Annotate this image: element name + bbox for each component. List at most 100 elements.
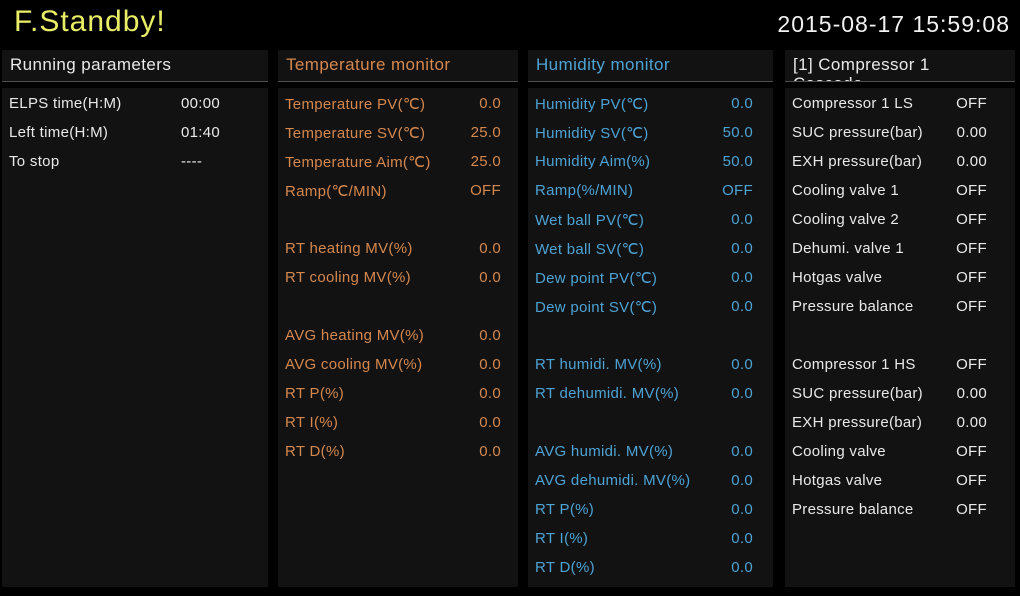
row-value: 0.0 (731, 385, 753, 402)
param-row: RT heating MV(%) 0.0 (278, 234, 518, 263)
param-row: EXH pressure(bar) 0.00 (785, 147, 1015, 176)
param-row: RT P(%) 0.0 (528, 495, 773, 524)
row-label: Hotgas valve (792, 269, 883, 286)
row-label: RT cooling MV(%) (285, 269, 411, 286)
row-label: RT P(%) (535, 501, 595, 518)
row-value: 0.0 (731, 211, 753, 228)
param-row: To stop ---- (2, 147, 268, 176)
spacer-row (528, 321, 773, 350)
row-value: 0.0 (731, 530, 753, 547)
row-value: 0.0 (731, 95, 753, 112)
row-value: 0.0 (731, 269, 753, 286)
row-label: ELPS time(H:M) (9, 95, 122, 112)
row-label: Cooling valve 1 (792, 182, 900, 199)
panel-humidity-monitor: Humidity monitor Humidity PV(℃) 0.0 Humidi… (528, 50, 773, 587)
row-label: Humidity Aim(%) (535, 153, 651, 170)
row-label: Wet ball PV(℃) (535, 211, 645, 229)
param-row: Ramp(℃/MIN) OFF (278, 176, 518, 205)
row-label: Temperature SV(℃) (285, 124, 426, 142)
row-value: OFF (956, 95, 987, 112)
panel-header: Humidity monitor (528, 50, 773, 82)
panel-compressor-1-cascade: [1] Compressor 1 Cascade Compressor 1 LS… (785, 50, 1015, 587)
row-value: ---- (181, 153, 203, 170)
row-label: Hotgas valve (792, 472, 883, 489)
row-value: OFF (956, 211, 987, 228)
param-row: AVG heating MV(%) 0.0 (278, 321, 518, 350)
param-row: Pressure balance OFF (785, 292, 1015, 321)
row-value: 0.00 (956, 124, 987, 141)
panel-body: Temperature PV(℃) 0.0 Temperature SV(℃) 25.… (278, 88, 518, 587)
param-row: AVG dehumidi. MV(%) 0.0 (528, 466, 773, 495)
spacer-row (785, 321, 1015, 350)
row-label: To stop (9, 153, 60, 170)
row-label: Dew point SV(℃) (535, 298, 658, 316)
panel-title-line2: Cascade (793, 74, 1009, 81)
row-value: 0.0 (479, 240, 501, 257)
status-title: F.Standby! (14, 5, 166, 38)
row-label: Ramp(%/MIN) (535, 182, 634, 199)
row-value: 50.0 (722, 124, 753, 141)
row-label: AVG humidi. MV(%) (535, 443, 674, 460)
row-label: RT I(%) (285, 414, 339, 431)
param-row: Humidity SV(℃) 50.0 (528, 118, 773, 147)
row-value: 01:40 (181, 124, 221, 141)
row-label: RT D(%) (535, 559, 595, 576)
row-value: OFF (956, 501, 987, 518)
row-label: Compressor 1 HS (792, 356, 916, 373)
row-value: 0.00 (956, 153, 987, 170)
param-row: RT D(%) 0.0 (528, 553, 773, 582)
row-value: 0.0 (731, 240, 753, 257)
row-label: EXH pressure(bar) (792, 153, 923, 170)
row-value: 00:00 (181, 95, 221, 112)
top-bar: F.Standby! 2015-08-17 15:59:08 (0, 0, 1020, 50)
param-row: EXH pressure(bar) 0.00 (785, 408, 1015, 437)
panel-body: ELPS time(H:M) 00:00 Left time(H:M) 01:40 To… (2, 88, 268, 587)
row-label: Left time(H:M) (9, 124, 109, 141)
param-row: Pressure balance OFF (785, 495, 1015, 524)
row-value: 0.0 (479, 269, 501, 286)
row-value: 0.0 (479, 327, 501, 344)
panel-header: Temperature monitor (278, 50, 518, 82)
row-value: 0.0 (731, 356, 753, 373)
param-row: RT cooling MV(%) 0.0 (278, 263, 518, 292)
param-row: ELPS time(H:M) 00:00 (2, 89, 268, 118)
row-label: RT P(%) (285, 385, 345, 402)
clock: 2015-08-17 15:59:08 (777, 11, 1010, 37)
row-label: Temperature Aim(℃) (285, 153, 431, 171)
row-label: Temperature PV(℃) (285, 95, 426, 113)
row-label: AVG cooling MV(%) (285, 356, 423, 373)
panel-body: Humidity PV(℃) 0.0 Humidity SV(℃) 50.0 Humid… (528, 88, 773, 587)
row-label: EXH pressure(bar) (792, 414, 923, 431)
param-row: Wet ball SV(℃) 0.0 (528, 234, 773, 263)
param-row: Dew point PV(℃) 0.0 (528, 263, 773, 292)
param-row: Compressor 1 HS OFF (785, 350, 1015, 379)
row-label: Wet ball SV(℃) (535, 240, 645, 258)
row-value: 0.0 (731, 559, 753, 576)
row-value: OFF (956, 240, 987, 257)
row-value: 0.0 (479, 414, 501, 431)
param-row: RT D(%) 0.0 (278, 437, 518, 466)
param-row: RT I(%) 0.0 (528, 524, 773, 553)
param-row: Cooling valve OFF (785, 437, 1015, 466)
param-row: Compressor 1 LS OFF (785, 89, 1015, 118)
param-row: AVG humidi. MV(%) 0.0 (528, 437, 773, 466)
row-value: 0.0 (731, 443, 753, 460)
param-row: SUC pressure(bar) 0.00 (785, 379, 1015, 408)
spacer-row (278, 292, 518, 321)
row-label: AVG heating MV(%) (285, 327, 425, 344)
panel-body: Compressor 1 LS OFF SUC pressure(bar) 0.00 E… (785, 88, 1015, 587)
param-row: Hotgas valve OFF (785, 466, 1015, 495)
row-value: OFF (722, 182, 753, 199)
row-value: OFF (956, 356, 987, 373)
param-row: Ramp(%/MIN) OFF (528, 176, 773, 205)
row-label: Humidity PV(℃) (535, 95, 649, 113)
row-value: 0.0 (731, 298, 753, 315)
param-row: Dehumi. valve 1 OFF (785, 234, 1015, 263)
row-value: OFF (956, 443, 987, 460)
row-value: OFF (956, 472, 987, 489)
panel-title: Temperature monitor (286, 55, 451, 74)
row-label: SUC pressure(bar) (792, 385, 923, 402)
row-value: OFF (956, 182, 987, 199)
row-label: Pressure balance (792, 298, 914, 315)
row-value: 0.0 (479, 443, 501, 460)
